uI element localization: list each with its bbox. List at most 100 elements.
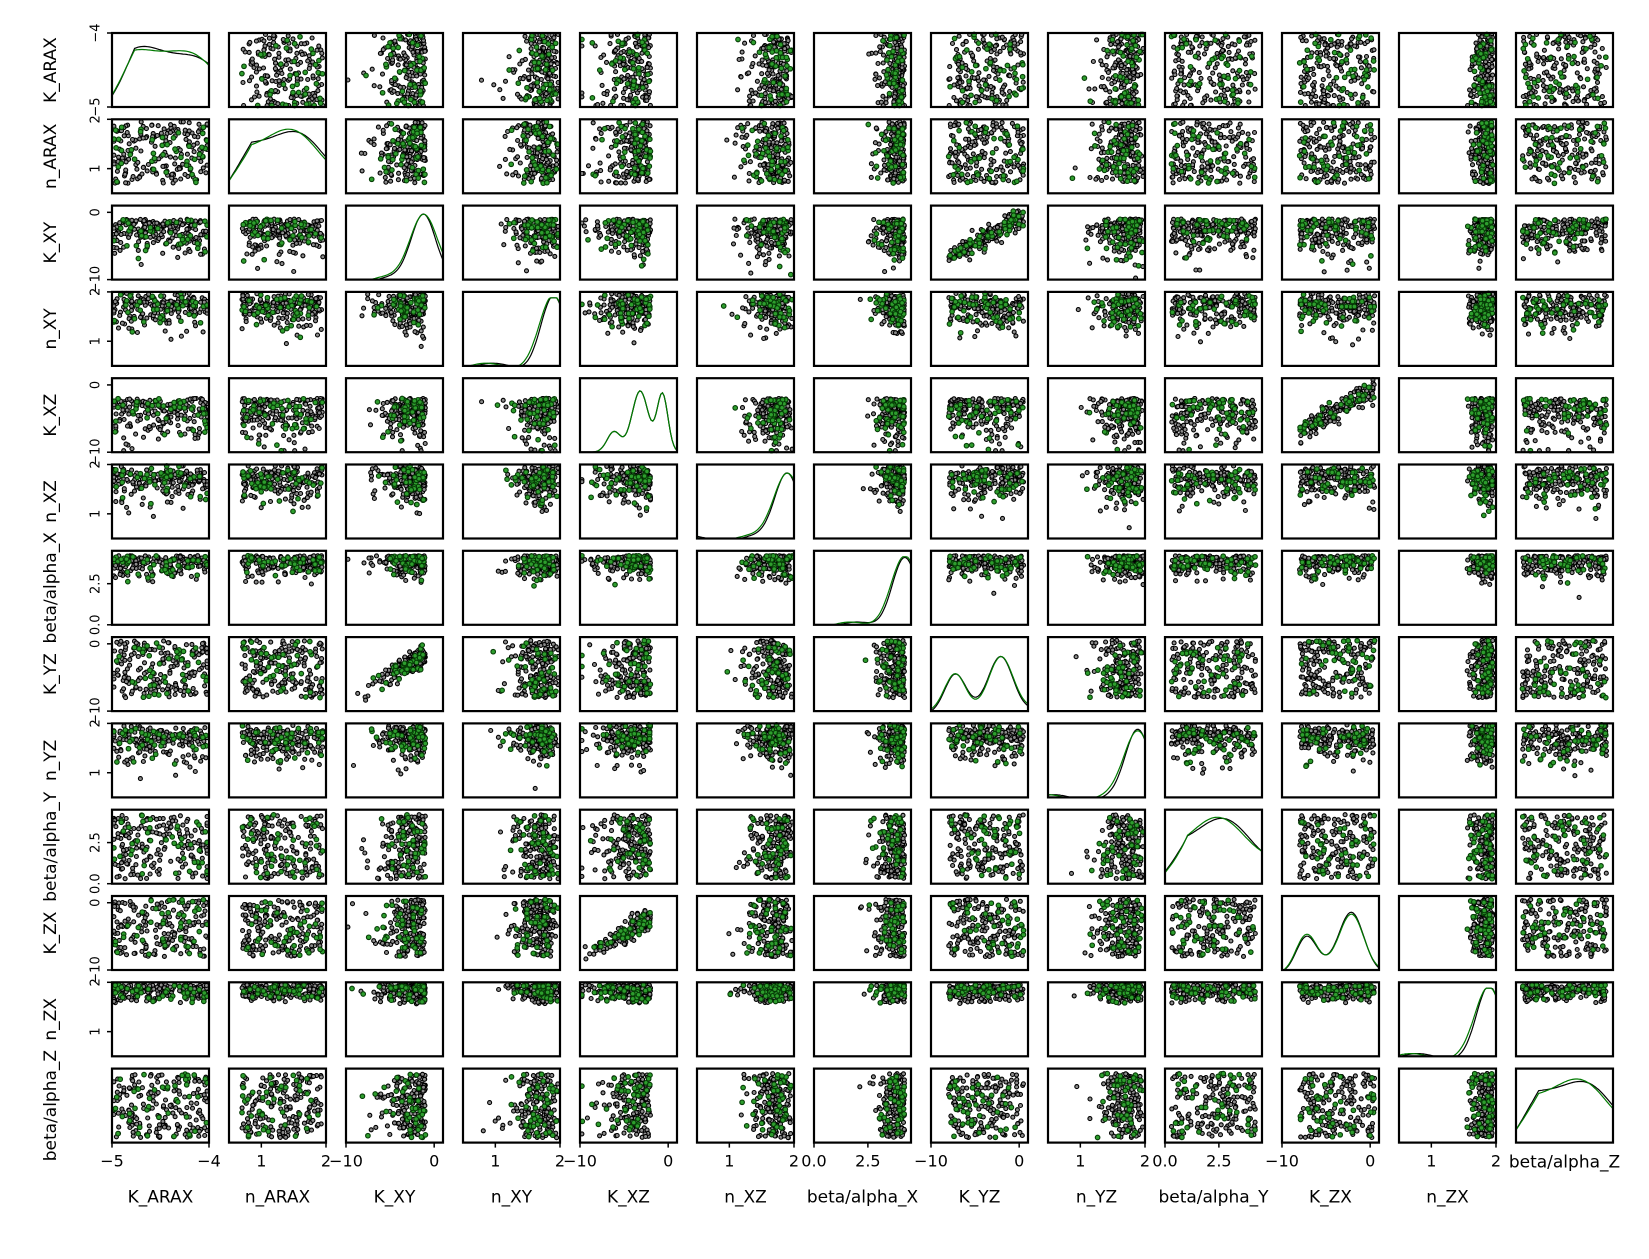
scatter-point xyxy=(529,47,533,51)
scatter-point xyxy=(634,53,639,58)
scatter-point xyxy=(386,44,391,49)
scatter-point xyxy=(263,44,267,48)
scatter-point xyxy=(389,53,394,58)
scatter-point xyxy=(900,78,905,83)
scatter-point xyxy=(241,47,245,51)
scatter-point xyxy=(423,73,427,77)
scatter-point xyxy=(948,77,952,81)
scatter-point xyxy=(967,79,972,84)
scatter-point xyxy=(739,75,743,79)
scatter-point xyxy=(418,89,423,94)
scatter-point xyxy=(955,48,959,52)
scatter-point xyxy=(973,63,978,68)
scatter-point xyxy=(788,67,793,72)
scatter-point xyxy=(614,94,618,98)
scatter-point xyxy=(393,76,398,81)
scatter-point xyxy=(255,90,259,94)
y-tick-label: −5 xyxy=(89,97,104,116)
scatter-point xyxy=(998,49,1002,53)
scatter-point xyxy=(987,74,991,78)
scatter-point xyxy=(612,87,616,91)
scatter-point xyxy=(277,79,281,83)
scatter-point xyxy=(887,91,892,96)
scatter-point xyxy=(1008,90,1012,94)
scatter-point xyxy=(1000,91,1004,95)
scatter-point xyxy=(553,41,558,46)
scatter-point xyxy=(318,96,323,101)
scatter-point xyxy=(981,38,985,42)
scatter-point xyxy=(771,72,775,76)
scatter-point xyxy=(310,36,314,40)
scatter-point xyxy=(288,67,292,71)
scatter-point xyxy=(404,63,408,67)
scatter-point xyxy=(873,77,877,81)
scatter-point xyxy=(423,49,427,53)
scatter-point xyxy=(545,98,550,103)
scatter-point xyxy=(770,34,775,39)
scatter-point xyxy=(608,42,612,46)
scatter-point xyxy=(254,39,258,43)
scatter-point xyxy=(899,48,904,53)
scatter-point xyxy=(878,76,882,80)
scatter-point xyxy=(320,51,324,55)
scatter-point xyxy=(736,88,740,92)
scatter-point xyxy=(621,91,625,95)
scatter-point xyxy=(415,74,419,78)
scatter-point xyxy=(274,43,279,48)
scatter-point xyxy=(277,51,281,55)
scatter-point xyxy=(784,100,789,105)
scatter-point xyxy=(543,68,548,73)
scatter-point xyxy=(540,54,545,59)
scatter-point xyxy=(273,57,277,61)
scatter-point xyxy=(878,45,882,49)
scatter-point xyxy=(977,71,981,75)
scatter-point xyxy=(542,46,546,50)
scatter-point xyxy=(1008,42,1013,47)
scatter-point xyxy=(965,86,969,90)
scatter-point xyxy=(964,40,968,44)
scatter-point xyxy=(763,85,767,89)
scatter-point xyxy=(598,68,603,73)
scatter-point xyxy=(313,62,318,67)
scatter-point xyxy=(530,72,534,76)
panel-K_ARAX-vs-K_XY xyxy=(346,32,443,108)
scatter-point xyxy=(524,95,529,100)
scatter-point xyxy=(627,50,632,55)
scatter-point xyxy=(760,58,764,62)
scatter-point xyxy=(948,65,952,69)
scatter-point xyxy=(378,85,382,89)
scatter-point xyxy=(250,57,254,61)
scatter-point xyxy=(1013,47,1017,51)
scatter-point xyxy=(647,79,652,84)
scatter-point xyxy=(783,47,787,51)
scatter-point xyxy=(393,39,397,43)
scatter-point xyxy=(396,45,401,50)
scatter-point xyxy=(316,77,320,81)
scatter-point xyxy=(1005,63,1010,68)
scatter-point xyxy=(292,41,297,46)
scatter-point xyxy=(381,48,385,52)
scatter-point xyxy=(1020,74,1025,79)
scatter-point xyxy=(311,51,316,56)
scatter-point xyxy=(294,72,299,77)
scatter-point xyxy=(546,42,551,47)
scatter-point xyxy=(614,48,618,52)
scatter-point xyxy=(306,78,310,82)
scatter-point xyxy=(768,88,772,92)
scatter-point xyxy=(1002,85,1006,89)
scatter-point xyxy=(1013,41,1017,45)
scatter-point xyxy=(492,83,496,87)
scatter-point xyxy=(755,79,759,83)
scatter-point xyxy=(645,65,649,69)
scatter-point xyxy=(280,72,284,76)
scatter-point xyxy=(372,84,376,88)
scatter-point xyxy=(641,85,646,90)
scatter-point xyxy=(952,36,957,41)
scatter-point xyxy=(416,49,420,53)
scatter-point xyxy=(751,40,756,45)
scatter-point xyxy=(784,86,789,91)
scatter-point xyxy=(410,40,415,45)
scatter-point xyxy=(265,74,269,78)
scatter-point xyxy=(590,96,595,101)
